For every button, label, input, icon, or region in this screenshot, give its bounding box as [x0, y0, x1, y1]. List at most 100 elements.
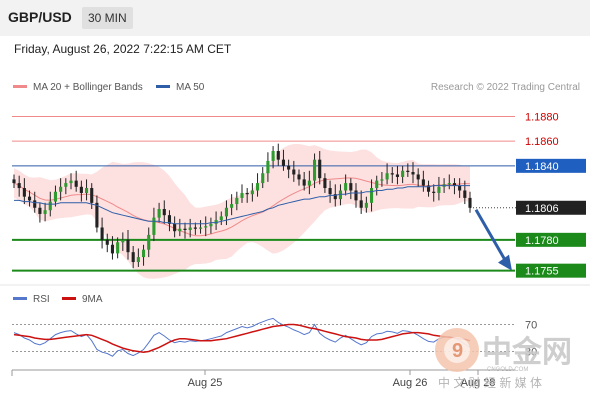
- candle: [147, 227, 151, 258]
- forecast: [474, 209, 512, 271]
- candle-body: [281, 159, 286, 166]
- forecast-arrow-head: [498, 254, 512, 271]
- candle: [69, 173, 73, 190]
- ma50-legend-label: MA 50: [176, 82, 205, 93]
- candle-body: [292, 169, 296, 175]
- watermark: 9 中金网 CNGOLD.COM 中 文 财 经 新 媒 体: [435, 328, 572, 390]
- ma9-legend-label: 9MA: [82, 294, 103, 305]
- candle-body: [318, 159, 322, 179]
- candle-body: [344, 183, 348, 191]
- candle: [369, 179, 374, 212]
- timeframe-badge[interactable]: 30 MIN: [82, 7, 133, 29]
- candle-body: [390, 173, 394, 175]
- candle: [167, 210, 172, 232]
- candle-body: [297, 174, 301, 180]
- candle: [349, 178, 353, 200]
- candle-body: [193, 227, 197, 229]
- ma20-legend-label: MA 20 + Bollinger Bands: [33, 82, 143, 93]
- candle: [90, 183, 94, 209]
- level-label-bg-resistance-1: [516, 134, 586, 149]
- candle: [43, 202, 47, 222]
- candle-body: [131, 252, 135, 263]
- candle: [297, 169, 301, 186]
- x-tick-label: Aug 26: [393, 377, 428, 389]
- candle: [79, 180, 83, 202]
- candle-body: [79, 186, 83, 193]
- candle-body: [183, 228, 187, 230]
- candle-body: [84, 188, 89, 193]
- candle: [468, 191, 472, 213]
- candle-body: [447, 183, 451, 185]
- candle-body: [116, 242, 120, 254]
- candle: [131, 246, 135, 269]
- candle: [193, 222, 197, 235]
- candle: [38, 202, 42, 223]
- candle: [323, 173, 327, 193]
- candle: [437, 176, 441, 201]
- rsi-line: [13, 317, 471, 357]
- candle: [173, 216, 177, 238]
- level-label-resistance-1: 1.1860: [525, 136, 559, 148]
- candle-body: [359, 200, 363, 208]
- candle: [261, 167, 265, 189]
- bollinger-bands: [13, 144, 471, 279]
- candle: [318, 151, 322, 185]
- candle: [17, 175, 21, 197]
- candle-body: [421, 179, 425, 186]
- candle-body: [121, 239, 125, 243]
- rsi-level-label-70: 70: [525, 320, 537, 332]
- candle-body: [401, 170, 405, 177]
- candle-body: [74, 180, 78, 187]
- forecast-arrow-shaft: [474, 209, 508, 263]
- candle: [157, 202, 161, 223]
- watermark-logo-inner: [444, 337, 470, 363]
- candle: [271, 146, 275, 169]
- candle-body: [369, 188, 374, 203]
- candle-body: [354, 190, 358, 201]
- candle: [198, 220, 203, 234]
- candle-body: [380, 179, 384, 181]
- candle: [411, 162, 415, 184]
- candle: [224, 200, 229, 226]
- candle: [307, 170, 311, 195]
- candle: [416, 168, 420, 187]
- candle: [447, 174, 451, 190]
- candle-body: [255, 183, 260, 191]
- candle: [110, 236, 115, 260]
- candle-body: [17, 183, 21, 189]
- watermark-domain: CNGOLD.COM: [487, 367, 528, 373]
- candle: [432, 184, 436, 202]
- candle-body: [90, 188, 94, 203]
- candle-body: [33, 200, 37, 208]
- candle-body: [235, 197, 239, 205]
- candle: [364, 196, 368, 213]
- candle: [421, 170, 425, 192]
- candle-body: [188, 227, 192, 230]
- candle: [375, 175, 379, 196]
- candle-body: [287, 165, 291, 170]
- candle: [141, 244, 146, 266]
- candle-body: [230, 204, 234, 208]
- candle-body: [468, 197, 472, 208]
- rsi-level-label-30: 30: [525, 347, 537, 359]
- candle: [255, 173, 260, 197]
- candle: [458, 178, 462, 198]
- ma50-swatch: [156, 85, 170, 88]
- ma20-swatch: [13, 85, 27, 88]
- candle: [105, 233, 109, 253]
- bollinger-band-area: [14, 144, 470, 279]
- candle-body: [458, 185, 462, 191]
- candle-body: [463, 190, 467, 198]
- candle-body: [173, 223, 177, 232]
- candle: [152, 207, 156, 242]
- candle-body: [328, 188, 332, 195]
- candle-body: [307, 180, 311, 186]
- candle-body: [147, 234, 151, 250]
- ma50-line: [14, 185, 470, 225]
- candle-body: [406, 170, 410, 172]
- candle-body: [43, 210, 47, 214]
- candle: [116, 237, 120, 259]
- candle-body: [385, 173, 389, 180]
- candle-body: [110, 244, 115, 254]
- level-label-bg-support-2: [516, 263, 586, 278]
